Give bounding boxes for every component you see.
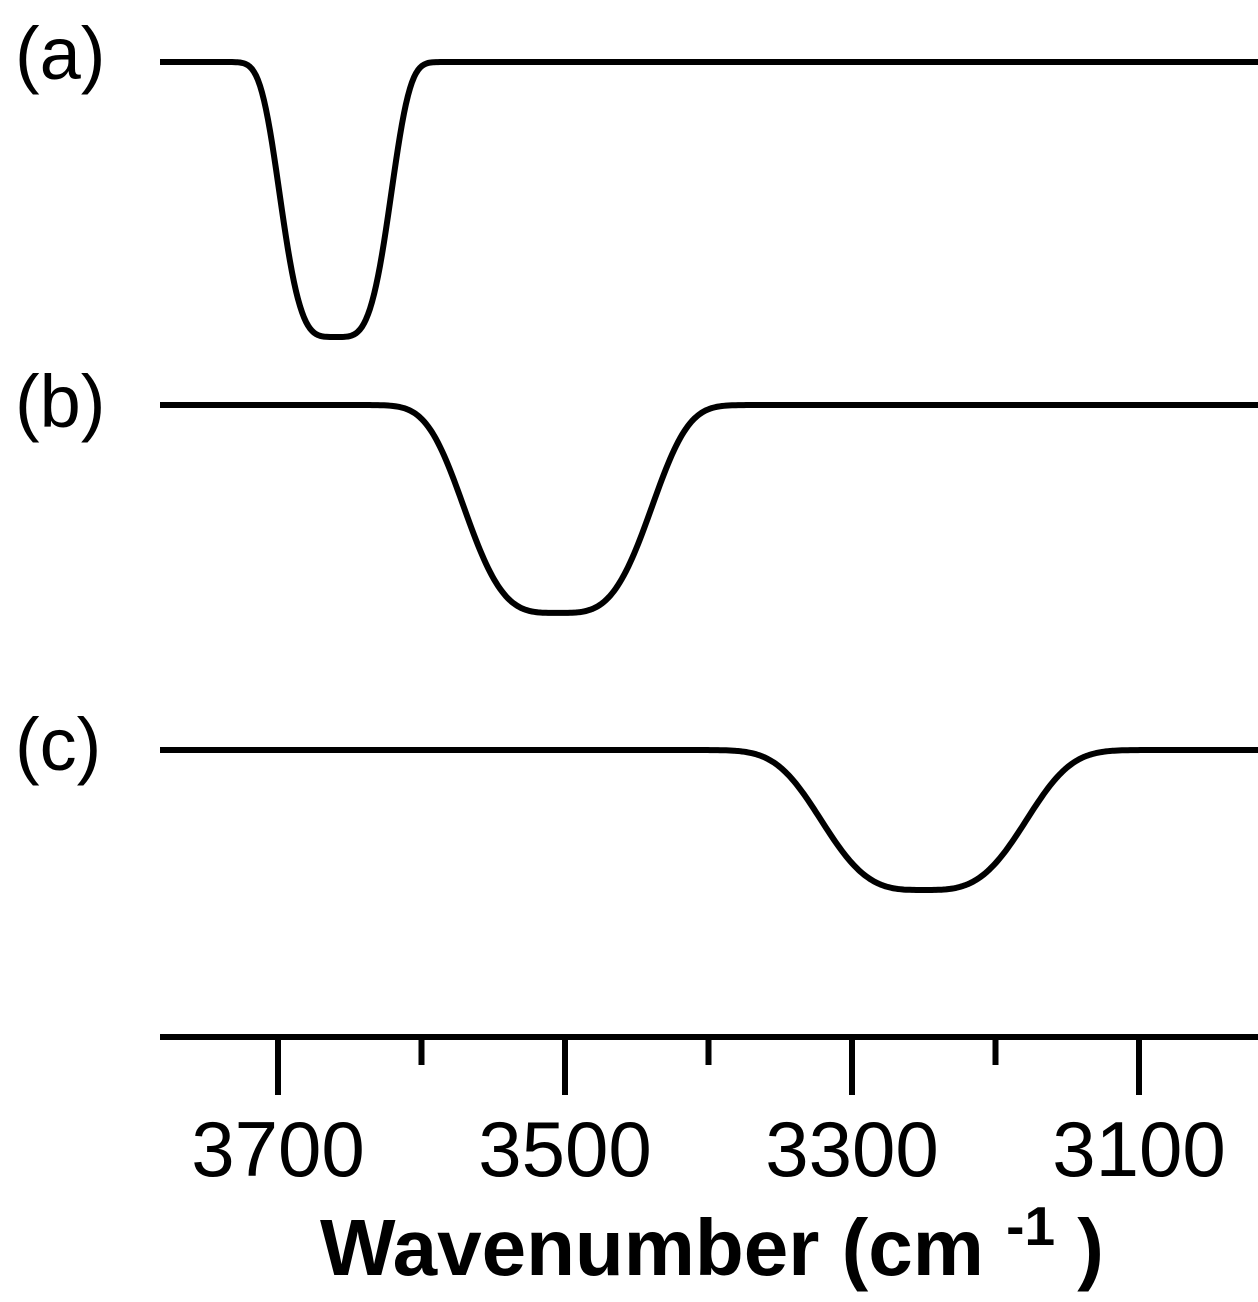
x-axis-title-superscript: -1 — [1006, 1195, 1055, 1257]
spectrum-trace-a — [159, 59, 1258, 340]
trace-label-b: (b) — [15, 360, 105, 443]
trace-label-c: (c) — [15, 703, 101, 786]
x-axis-title: Wavenumber (cm -1 ) — [320, 1173, 1104, 1292]
spectrum-trace-c — [159, 747, 1258, 893]
x-axis-tick-label: 3100 — [1052, 1105, 1226, 1193]
x-axis-title-main: Wavenumber (cm — [320, 1203, 984, 1292]
x-axis-tick-label: 3700 — [191, 1105, 365, 1193]
trace-label-a: (a) — [15, 12, 105, 95]
spectrum-trace-b — [159, 402, 1258, 616]
x-axis-tick-label: 3500 — [478, 1105, 652, 1193]
x-axis-tick-label: 3300 — [765, 1105, 939, 1193]
x-axis-title-close-paren: ) — [1077, 1203, 1104, 1292]
x-axis-ticks: 3700 3500 3300 3100 — [191, 1037, 1226, 1193]
